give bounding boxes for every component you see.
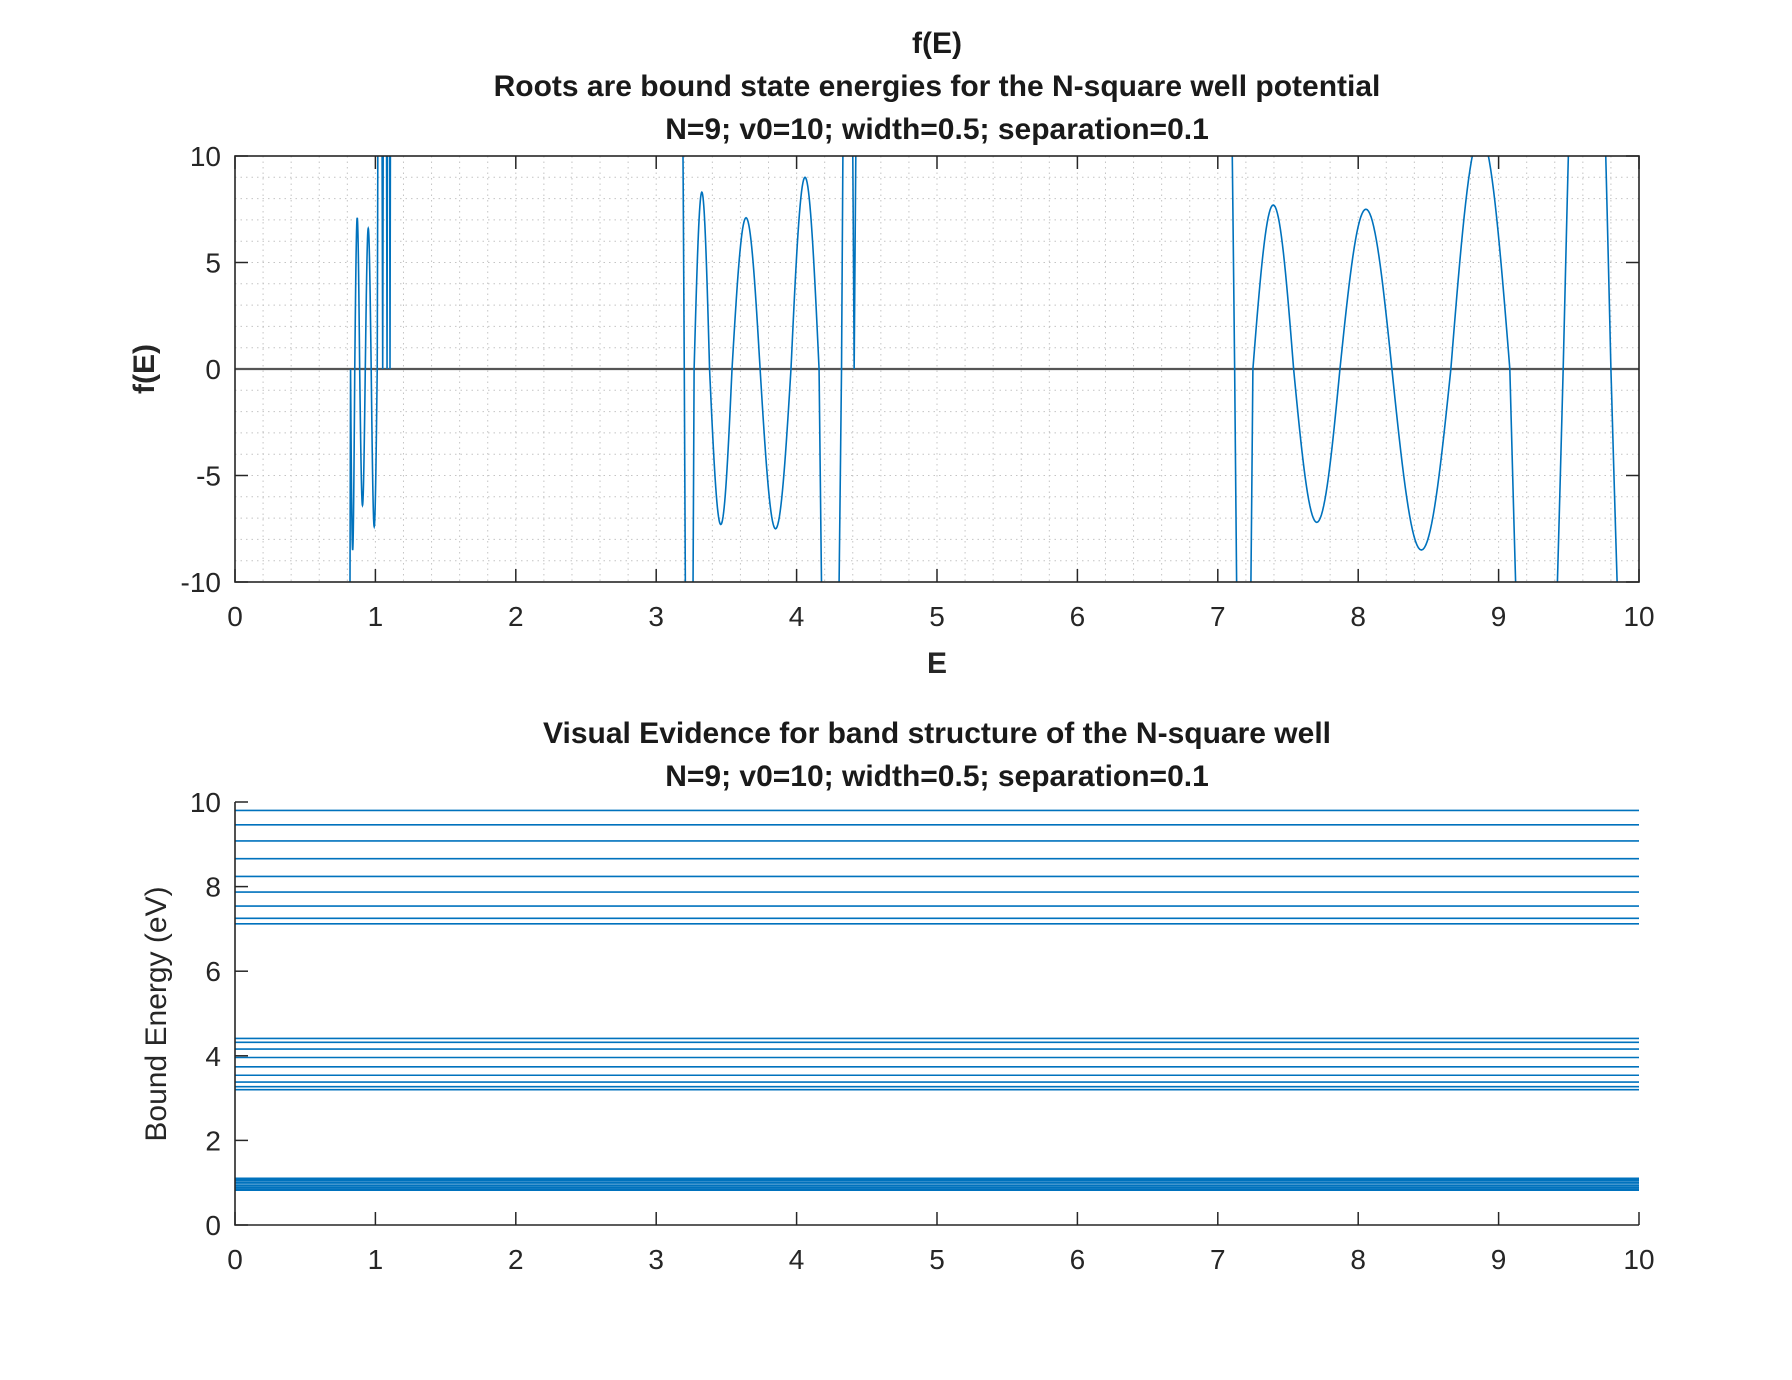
- top-y-tick-label: -5: [196, 461, 221, 492]
- top-y-tick-label: 0: [205, 354, 221, 385]
- bottom-x-tick-label: 5: [929, 1244, 945, 1275]
- bottom-x-tick-label: 10: [1623, 1244, 1654, 1275]
- bottom-y-tick-label: 8: [205, 872, 221, 903]
- top-x-axis-label: E: [927, 647, 947, 680]
- fE-curve-band-3: [1231, 156, 1618, 582]
- bottom-x-tick-label: 0: [227, 1244, 243, 1275]
- bottom-y-tick-label: 0: [205, 1210, 221, 1241]
- bottom-energy-levels: [235, 809, 1639, 1191]
- bottom-plot-area: [235, 802, 1639, 1225]
- bottom-x-tick-label: 9: [1491, 1244, 1507, 1275]
- bottom-y-tick-label: 4: [205, 1041, 221, 1072]
- top-x-tick-label: 0: [227, 601, 243, 632]
- bottom-y-tick-label: 6: [205, 956, 221, 987]
- top-x-tick-label: 4: [789, 601, 805, 632]
- bottom-title-line-2: N=9; v0=10; width=0.5; separation=0.1: [665, 760, 1209, 793]
- bottom-x-tick-label: 8: [1350, 1244, 1366, 1275]
- top-x-tick-label: 8: [1350, 601, 1366, 632]
- bottom-y-tick-label: 2: [205, 1125, 221, 1156]
- band-structure-plot: Visual Evidence for band structure of th…: [140, 717, 1655, 1275]
- top-curve-layer: [349, 156, 1618, 582]
- bottom-x-tick-label: 2: [508, 1244, 524, 1275]
- top-y-tick-label: 5: [205, 248, 221, 279]
- bottom-x-tick-label: 1: [368, 1244, 384, 1275]
- bottom-y-tick-label: 10: [190, 787, 221, 818]
- top-axes-box: [234, 155, 1640, 583]
- top-x-tick-label: 6: [1070, 601, 1086, 632]
- top-x-tick-label: 10: [1623, 601, 1654, 632]
- bottom-tick-labels: 0 1 2 3 4 5 6 7 8 9 10 0 2 4 6 8 10: [190, 787, 1655, 1275]
- bottom-y-axis-label: Bound Energy (eV): [140, 886, 173, 1141]
- top-title-line-3: N=9; v0=10; width=0.5; separation=0.1: [665, 113, 1209, 146]
- top-x-tick-label: 7: [1210, 601, 1226, 632]
- fE-curve-band-1: [349, 156, 392, 582]
- top-x-tick-label: 9: [1491, 601, 1507, 632]
- bottom-x-tick-label: 4: [789, 1244, 805, 1275]
- bottom-x-tick-label: 7: [1210, 1244, 1226, 1275]
- top-title-line-1: f(E): [912, 27, 962, 60]
- top-y-tick-label: -10: [181, 567, 221, 598]
- top-x-tick-label: 3: [648, 601, 664, 632]
- top-x-tick-label: 1: [368, 601, 384, 632]
- top-x-tick-label: 2: [508, 601, 524, 632]
- bottom-x-tick-label: 6: [1070, 1244, 1086, 1275]
- bottom-axes: [234, 802, 1639, 1226]
- top-x-tick-label: 5: [929, 601, 945, 632]
- top-y-axis-label: f(E): [128, 344, 161, 394]
- fE-plot: f(E) Roots are bound state energies for …: [128, 27, 1655, 680]
- top-y-tick-label: 10: [190, 141, 221, 172]
- bottom-x-tick-label: 3: [648, 1244, 664, 1275]
- top-title-line-2: Roots are bound state energies for the N…: [494, 70, 1381, 103]
- top-tick-labels: 0 1 2 3 4 5 6 7 8 9 10 -10 -5 0 5 10: [181, 141, 1655, 632]
- bottom-title-line-1: Visual Evidence for band structure of th…: [543, 717, 1331, 750]
- fE-curve-band-2: [682, 156, 857, 582]
